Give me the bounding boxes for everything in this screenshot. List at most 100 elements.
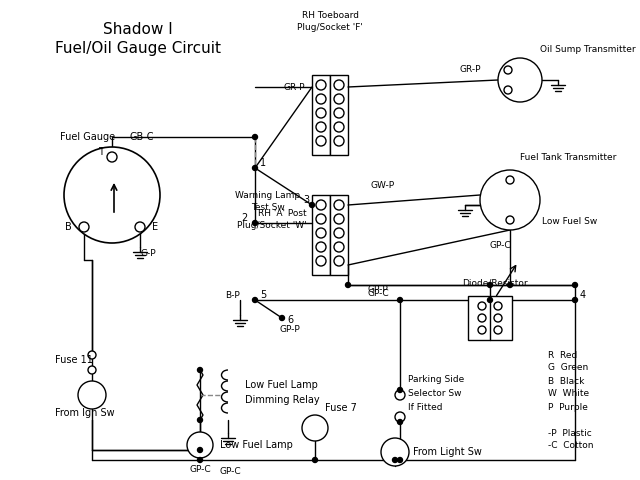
Circle shape [316, 214, 326, 224]
Circle shape [88, 366, 96, 374]
Bar [468, 296, 512, 340]
Circle shape [478, 326, 486, 334]
Circle shape [316, 94, 326, 104]
Text: GP-C: GP-C [489, 240, 511, 250]
Text: From Light Sw: From Light Sw [413, 447, 482, 457]
Circle shape [334, 256, 344, 266]
Circle shape [107, 152, 117, 162]
Text: -C  Cotton: -C Cotton [548, 442, 593, 451]
Circle shape [397, 457, 403, 463]
Text: B: B [65, 222, 72, 232]
Text: Low Fuel Lamp: Low Fuel Lamp [220, 440, 293, 450]
Circle shape [397, 298, 403, 302]
Text: Plug/Socket 'F': Plug/Socket 'F' [297, 23, 363, 32]
Text: 3: 3 [303, 195, 309, 205]
Bar [330, 75, 348, 155]
Circle shape [506, 176, 514, 184]
Text: R  Red: R Red [548, 350, 577, 360]
Circle shape [198, 457, 202, 463]
Text: Parking Side: Parking Side [408, 375, 464, 384]
Text: B  Black: B Black [548, 376, 584, 385]
Circle shape [198, 447, 202, 453]
Circle shape [334, 228, 344, 238]
Circle shape [334, 214, 344, 224]
Circle shape [334, 108, 344, 118]
Circle shape [494, 302, 502, 310]
Text: GW-P: GW-P [371, 180, 395, 190]
Circle shape [88, 351, 96, 359]
Circle shape [504, 66, 512, 74]
Text: Fuel Tank Transmitter: Fuel Tank Transmitter [520, 154, 616, 163]
Circle shape [392, 457, 397, 463]
Circle shape [498, 58, 542, 102]
Text: RH Toeboard: RH Toeboard [301, 11, 358, 20]
Text: Warning Lamp: Warning Lamp [236, 191, 301, 200]
Text: GR-P: GR-P [460, 65, 481, 74]
Bar [330, 195, 348, 275]
Circle shape [395, 412, 405, 422]
Circle shape [504, 86, 512, 94]
Circle shape [573, 283, 577, 288]
Text: Dimming Relay: Dimming Relay [245, 395, 319, 405]
Circle shape [198, 368, 202, 372]
Bar [312, 75, 330, 155]
Circle shape [187, 432, 213, 458]
Text: G-P: G-P [140, 249, 156, 257]
Bar [312, 195, 330, 275]
Text: W  White: W White [548, 389, 589, 398]
Text: Fuse 7: Fuse 7 [325, 403, 357, 413]
Circle shape [395, 390, 405, 400]
Text: T: T [98, 147, 104, 157]
Circle shape [334, 122, 344, 132]
Circle shape [334, 200, 344, 210]
Circle shape [494, 314, 502, 322]
Text: 5: 5 [260, 290, 266, 300]
Circle shape [316, 242, 326, 252]
Circle shape [316, 136, 326, 146]
Circle shape [316, 122, 326, 132]
Circle shape [480, 170, 540, 230]
Circle shape [334, 94, 344, 104]
Text: GP-C: GP-C [367, 288, 389, 298]
Text: 6: 6 [287, 315, 293, 325]
Circle shape [397, 387, 403, 393]
Circle shape [302, 415, 328, 441]
Text: Shadow I: Shadow I [103, 23, 173, 37]
Text: Selector Sw: Selector Sw [408, 389, 461, 398]
Circle shape [494, 326, 502, 334]
Circle shape [334, 80, 344, 90]
Text: GP-C: GP-C [189, 466, 211, 475]
Text: Low Fuel Lamp: Low Fuel Lamp [245, 380, 318, 390]
Text: Fuse 11: Fuse 11 [55, 355, 93, 365]
Text: 4: 4 [580, 290, 586, 300]
Circle shape [316, 80, 326, 90]
Text: Oil Sump Transmitter: Oil Sump Transmitter [540, 46, 636, 55]
Circle shape [316, 200, 326, 210]
Circle shape [310, 203, 314, 207]
Circle shape [334, 136, 344, 146]
Circle shape [316, 228, 326, 238]
Circle shape [135, 222, 145, 232]
Text: E: E [152, 222, 158, 232]
Text: Plug/Socket 'W': Plug/Socket 'W' [237, 220, 307, 229]
Circle shape [79, 222, 89, 232]
Circle shape [334, 242, 344, 252]
Circle shape [381, 438, 409, 466]
Text: Fuel Gauge: Fuel Gauge [60, 132, 115, 142]
Text: 2: 2 [242, 213, 248, 223]
Circle shape [397, 420, 403, 424]
Circle shape [78, 381, 106, 409]
Text: RH 'A' Post: RH 'A' Post [259, 208, 307, 217]
Circle shape [508, 283, 513, 288]
Text: Test Sw: Test Sw [251, 203, 285, 212]
Circle shape [253, 220, 257, 226]
Text: -P  Plastic: -P Plastic [548, 429, 592, 437]
Circle shape [488, 298, 493, 302]
Circle shape [506, 216, 514, 224]
Text: Low Fuel Sw: Low Fuel Sw [542, 217, 597, 227]
Circle shape [488, 283, 493, 288]
Text: GR-P: GR-P [284, 83, 305, 92]
Text: If Fitted: If Fitted [408, 404, 442, 412]
Text: B-P: B-P [225, 290, 240, 300]
Circle shape [478, 314, 486, 322]
